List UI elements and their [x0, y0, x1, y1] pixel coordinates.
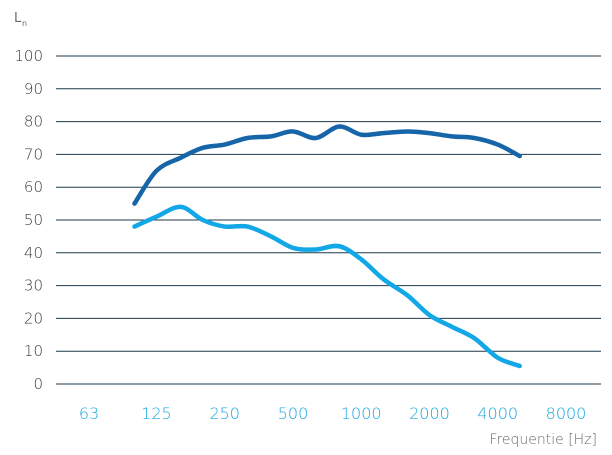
series-lines [132, 124, 522, 369]
x-tick-label: 63 [79, 404, 99, 423]
x-tick-label: 250 [209, 404, 240, 423]
x-tick-labels: 63 125 250 500 1000 2000 4000 8000 [79, 404, 587, 423]
x-tick-label: 8000 [546, 404, 587, 423]
y-tick-label: 100 [14, 47, 43, 65]
x-tick-label: 2000 [409, 404, 450, 423]
x-tick-label: 1000 [341, 404, 382, 423]
y-tick-label: 10 [24, 342, 43, 360]
series-line-dark-blue [132, 124, 522, 206]
y-tick-label: 40 [24, 244, 43, 262]
grid-lines [56, 55, 601, 385]
y-tick-label: 20 [24, 309, 43, 327]
y-axis-label: L [14, 11, 22, 26]
x-tick-label: 125 [141, 404, 172, 423]
y-tick-labels: 0 10 20 30 40 50 60 70 80 90 100 [14, 47, 43, 393]
y-tick-label: 90 [24, 80, 43, 98]
y-tick-label: 80 [24, 113, 43, 131]
x-tick-label: 500 [278, 404, 309, 423]
y-axis-label-subscript: n [22, 19, 27, 28]
y-tick-label: 70 [24, 145, 43, 163]
y-tick-label: 50 [24, 211, 43, 229]
y-tick-label: 30 [24, 277, 43, 295]
y-tick-label: 0 [33, 375, 43, 393]
y-tick-label: 60 [24, 178, 43, 196]
x-axis-label: Frequentie [Hz] [489, 432, 597, 448]
series-line-light-blue [132, 204, 522, 369]
x-tick-label: 4000 [477, 404, 518, 423]
